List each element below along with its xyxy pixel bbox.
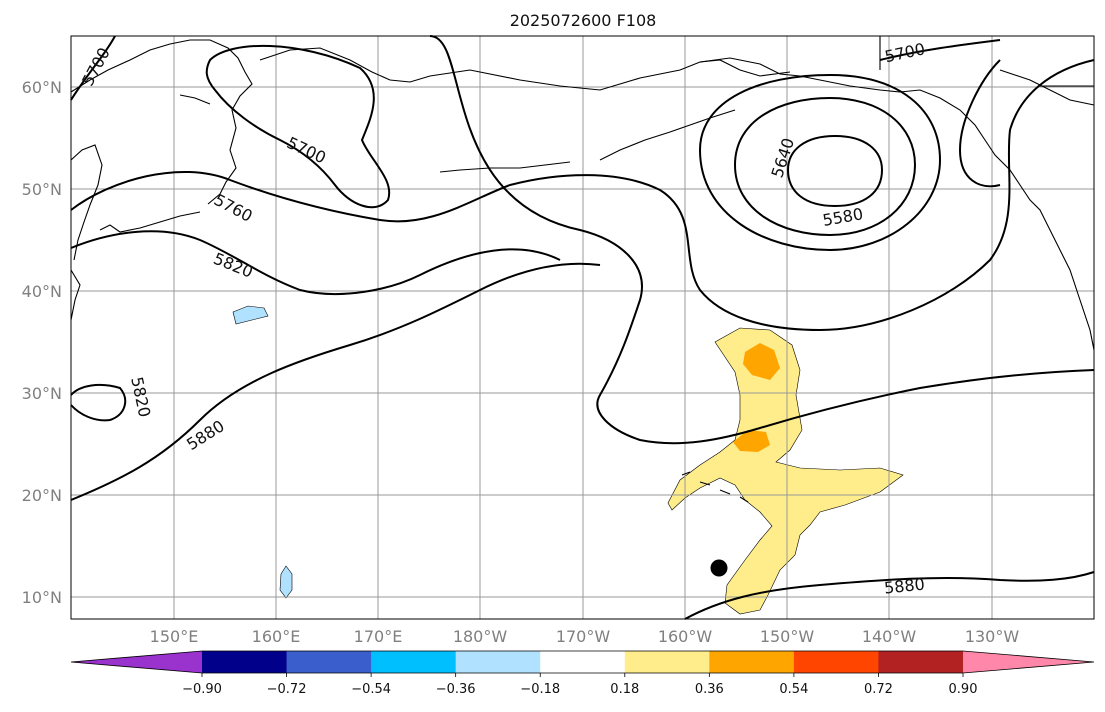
gridlines (71, 36, 1094, 619)
contour-5820-sw-loop (70, 383, 127, 422)
lon-label-150w: 150°W (760, 627, 815, 646)
colorbar-tick-label: −0.36 (436, 682, 476, 697)
storm-center-dot (710, 559, 728, 577)
colorbar-segment (202, 651, 288, 673)
colorbar-tick-label: −0.72 (267, 682, 307, 697)
map-frame (70, 35, 1095, 620)
colorbar-segment (709, 651, 795, 673)
colorbar-labels: −0.90 −0.72 −0.54 −0.36 −0.18 0.18 0.36 0.54 0.7… (182, 682, 977, 697)
colorbar-tick-label: −0.54 (351, 682, 391, 697)
anomaly-orange-region-north (743, 343, 780, 380)
colorbar-tick-label: 0.90 (949, 682, 978, 697)
colorbar-tick-label: 0.36 (695, 682, 724, 697)
contour-label-5880-se: 5880 (883, 575, 925, 598)
anomaly-negative-region-1 (232, 305, 269, 325)
coast-japan-kuril (70, 144, 201, 321)
anomaly-positive-region-1 (667, 327, 904, 615)
figure-title: 2025072600 F108 (510, 11, 657, 30)
lon-label-180w: 180°W (453, 627, 508, 646)
colorbar-tick-label: −0.18 (520, 682, 560, 697)
contour-5880-main (70, 262, 601, 501)
map-panel: 5700 5700 5700 5760 5820 5820 5880 5880 … (70, 35, 1095, 620)
colorbar-segment (540, 651, 626, 673)
lon-label-170w: 170°W (556, 627, 611, 646)
lat-label-40n: 40°N (22, 282, 62, 301)
colorbar-extend-low (71, 651, 202, 673)
coast-bc-canada (879, 36, 1095, 106)
lat-label-20n: 20°N (22, 486, 62, 505)
colorbar-tick-label: 0.18 (610, 682, 639, 697)
contour-5700-main (70, 35, 1095, 445)
colorbar-segment (371, 651, 457, 673)
lon-label-140w: 140°W (862, 627, 917, 646)
lon-label-160e: 160°E (252, 627, 301, 646)
colorbar-segments (70, 650, 1095, 677)
colorbar-segment (793, 651, 879, 673)
colorbar-extend-high (963, 651, 1094, 673)
lon-label-170e: 170°E (354, 627, 403, 646)
contour-5760 (70, 59, 1095, 332)
lon-label-130w: 130°W (965, 627, 1020, 646)
lat-label-10n: 10°N (22, 588, 62, 607)
contour-5880-se (684, 571, 1095, 620)
lat-label-60n: 60°N (22, 78, 62, 97)
contour-5640 (733, 96, 917, 237)
anomaly-negative-region-2 (279, 565, 293, 599)
colorbar-segment (878, 651, 964, 673)
latitude-labels: 60°N 50°N 40°N 30°N 20°N 10°N (22, 78, 62, 607)
lon-label-150e: 150°E (150, 627, 199, 646)
colorbar-tick-label: 0.72 (864, 682, 893, 697)
colorbar-segment (286, 651, 372, 673)
colorbar-segment (624, 651, 710, 673)
colorbar: −0.90 −0.72 −0.54 −0.36 −0.18 0.18 0.36 0.54 0.7… (70, 650, 1095, 697)
contour-5820 (70, 39, 1001, 295)
lon-label-160w: 160°W (658, 627, 713, 646)
colorbar-tick-label: 0.54 (779, 682, 808, 697)
coast-hawaii (681, 471, 749, 503)
coast-kamchatka-siberia (70, 39, 253, 205)
contour-low-outer (698, 73, 942, 252)
colorbar-tick-label: −0.90 (182, 682, 222, 697)
lat-label-50n: 50°N (22, 180, 62, 199)
lat-label-30n: 30°N (22, 384, 62, 403)
height-contours (70, 35, 1095, 620)
longitude-labels: 150°E 160°E 170°E 180°W 170°W 160°W 150°… (150, 627, 1020, 646)
contour-5700-nw-loop (205, 44, 391, 209)
coast-chukotka-okhotsk (259, 47, 791, 91)
anomaly-orange-region-south (733, 430, 770, 452)
contour-5580 (786, 134, 884, 208)
colorbar-segment (455, 651, 541, 673)
